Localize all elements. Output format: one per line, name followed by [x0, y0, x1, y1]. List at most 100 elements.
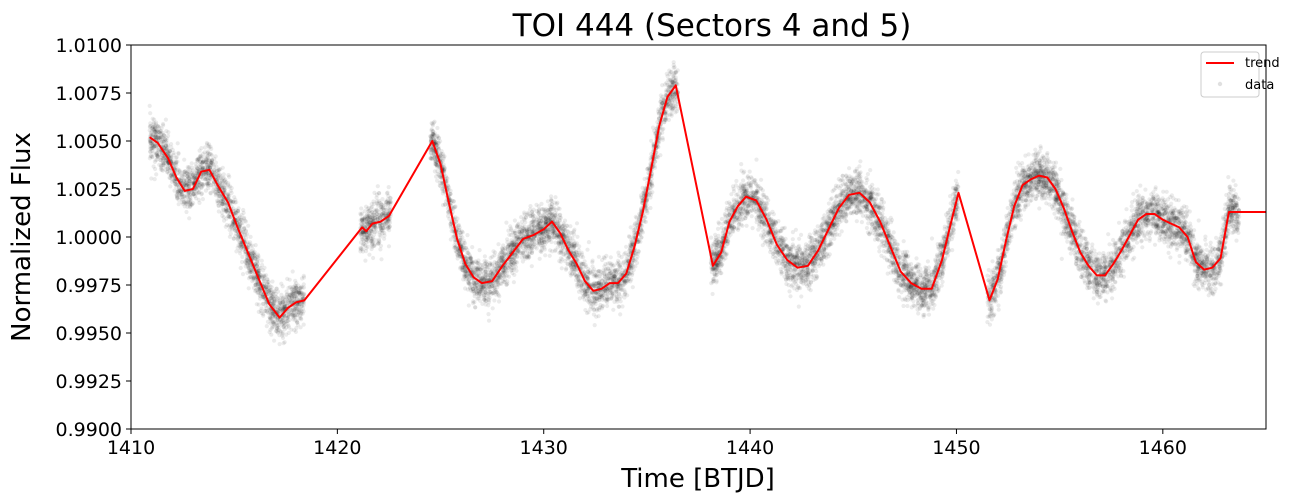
data-point	[602, 264, 607, 269]
data-point	[207, 151, 212, 156]
data-point	[206, 150, 211, 155]
data-point	[278, 329, 283, 334]
data-point	[264, 273, 269, 278]
data-point	[269, 326, 274, 331]
data-point	[486, 318, 492, 323]
data-point	[221, 215, 226, 220]
data-point	[253, 289, 258, 294]
data-point	[367, 252, 372, 257]
data-point	[285, 321, 290, 327]
data-point	[364, 235, 369, 240]
data-point	[377, 240, 382, 245]
data-point	[224, 209, 229, 214]
data-point	[154, 172, 159, 177]
data-point	[189, 161, 194, 166]
data-point	[164, 129, 169, 134]
data-point	[435, 178, 440, 183]
data-point	[295, 320, 300, 325]
data-point	[275, 296, 281, 301]
data-point	[536, 237, 542, 242]
data-point	[374, 201, 379, 206]
data-point	[262, 265, 267, 270]
data-point	[153, 166, 158, 172]
data-point	[274, 299, 279, 304]
data-point	[274, 328, 279, 333]
data-point	[246, 223, 251, 228]
data-point	[378, 247, 383, 252]
data-point	[482, 254, 487, 259]
data-point	[199, 182, 204, 187]
data-point	[259, 258, 264, 263]
data-point	[194, 157, 199, 162]
data-point	[577, 244, 582, 249]
data-point	[290, 295, 295, 300]
data-point	[200, 159, 206, 165]
data-point	[202, 155, 207, 160]
data-point	[168, 184, 173, 189]
data-point	[287, 298, 292, 303]
data-point	[176, 185, 182, 190]
data-point	[205, 181, 210, 186]
data-point	[200, 197, 205, 202]
data-point	[284, 315, 289, 320]
data-point	[171, 161, 177, 166]
data-point	[483, 269, 488, 274]
data-point	[190, 168, 195, 173]
data-point	[372, 190, 377, 195]
data-point	[299, 302, 304, 307]
data-point	[256, 302, 261, 307]
data-point	[568, 236, 573, 241]
data-point	[274, 329, 279, 334]
data-point	[300, 306, 305, 311]
data-point	[455, 256, 460, 261]
data-point	[280, 315, 286, 320]
data-point	[440, 203, 446, 208]
data-point	[188, 174, 193, 179]
data-point	[223, 186, 228, 191]
data-point	[633, 214, 638, 219]
data-point	[165, 143, 171, 148]
data-point	[284, 289, 289, 294]
data-point	[208, 191, 213, 196]
data-point	[470, 245, 475, 250]
data-point	[250, 243, 255, 248]
data-point	[157, 152, 162, 157]
data-point	[268, 287, 273, 293]
data-point	[187, 164, 192, 170]
data-point	[165, 166, 170, 171]
data-point	[235, 245, 240, 250]
data-point	[630, 285, 635, 290]
data-point	[148, 140, 154, 145]
data-point	[596, 254, 602, 259]
data-point	[477, 248, 482, 253]
data-point	[559, 266, 564, 271]
data-point	[272, 322, 277, 327]
data-point	[226, 192, 231, 197]
data-point	[382, 222, 387, 227]
data-point	[150, 154, 155, 159]
data-point	[298, 290, 303, 295]
data-point	[196, 190, 201, 195]
data-point	[510, 265, 515, 270]
data-point	[152, 129, 157, 134]
data-point	[650, 190, 655, 195]
data-point	[491, 249, 496, 254]
data-point	[466, 303, 471, 308]
data-point	[277, 298, 282, 303]
data-point	[267, 306, 272, 311]
data-point	[237, 240, 242, 245]
data-point	[553, 195, 558, 200]
data-point	[301, 294, 306, 299]
data-point	[161, 161, 166, 166]
data-point	[184, 194, 190, 199]
data-point	[224, 208, 229, 213]
data-point	[240, 272, 246, 277]
data-point	[181, 174, 186, 179]
data-point	[230, 227, 235, 232]
data-point	[187, 216, 192, 221]
data-point	[299, 317, 304, 322]
data-point	[627, 242, 633, 247]
data-point	[539, 218, 544, 223]
data-point	[198, 181, 203, 186]
